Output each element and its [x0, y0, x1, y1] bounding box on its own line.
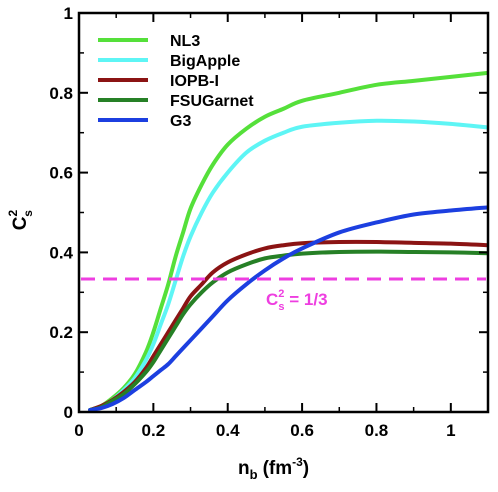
y-tick-label: 1	[64, 4, 73, 23]
x-axis-title-exp: -3	[292, 455, 303, 469]
y-axis-title: C2s	[6, 209, 35, 230]
x-axis-title-close: )	[303, 458, 309, 479]
y-tick-label: 0.8	[49, 84, 73, 103]
x-axis-title: nb (fm-3)	[238, 455, 309, 482]
x-tick-label: 0.6	[290, 421, 314, 440]
y-axis-title-sup: 2	[6, 209, 20, 216]
series-line-iopb-i	[88, 239, 488, 412]
series-line-bigapple	[88, 118, 488, 412]
svg-text:C2s: C2s	[6, 209, 35, 230]
legend: NL3 BigApple IOPB-I FSUGarnet G3	[98, 33, 254, 130]
reference-line-label: C2 s = 1/3	[266, 288, 328, 313]
reference-label-sup: 2	[278, 288, 284, 300]
y-tick-label: 0	[64, 403, 73, 422]
x-axis-title-n: n	[238, 458, 250, 479]
x-axis-title-units: (fm	[263, 458, 293, 479]
x-tick-label: 1	[446, 421, 455, 440]
reference-line-layer: C2 s = 1/3	[81, 277, 486, 313]
reference-label-value: = 1/3	[285, 290, 328, 309]
x-tick-label: 0	[74, 421, 83, 440]
legend-label: NL3	[170, 33, 200, 50]
y-tick-label: 0.2	[49, 323, 73, 342]
reference-label-c: C	[266, 290, 278, 309]
y-axis-title-sub: s	[21, 210, 35, 217]
x-tick-label: 0.8	[365, 421, 389, 440]
series-line-fsugarnet	[88, 249, 488, 412]
ticks-layer: 0 0.2 0.4 0.6 0.8 1 0 0.2 0.4 0.6 0.8 1	[49, 4, 489, 440]
x-tick-label: 0.4	[216, 421, 240, 440]
x-tick-label: 0.2	[142, 421, 166, 440]
y-axis-title-c: C	[10, 216, 31, 230]
legend-label: FSUGarnet	[170, 93, 254, 110]
y-tick-label: 0.6	[49, 164, 73, 183]
legend-label: G3	[170, 113, 191, 130]
reference-label-sub: s	[278, 301, 284, 313]
x-axis-title-sub: b	[250, 467, 258, 482]
legend-label: IOPB-I	[170, 73, 219, 90]
legend-label: BigApple	[170, 53, 240, 70]
y-tick-label: 0.4	[49, 243, 73, 262]
series-layer	[88, 70, 488, 412]
series-line-g3	[88, 205, 488, 412]
series-line-nl3	[88, 70, 488, 412]
